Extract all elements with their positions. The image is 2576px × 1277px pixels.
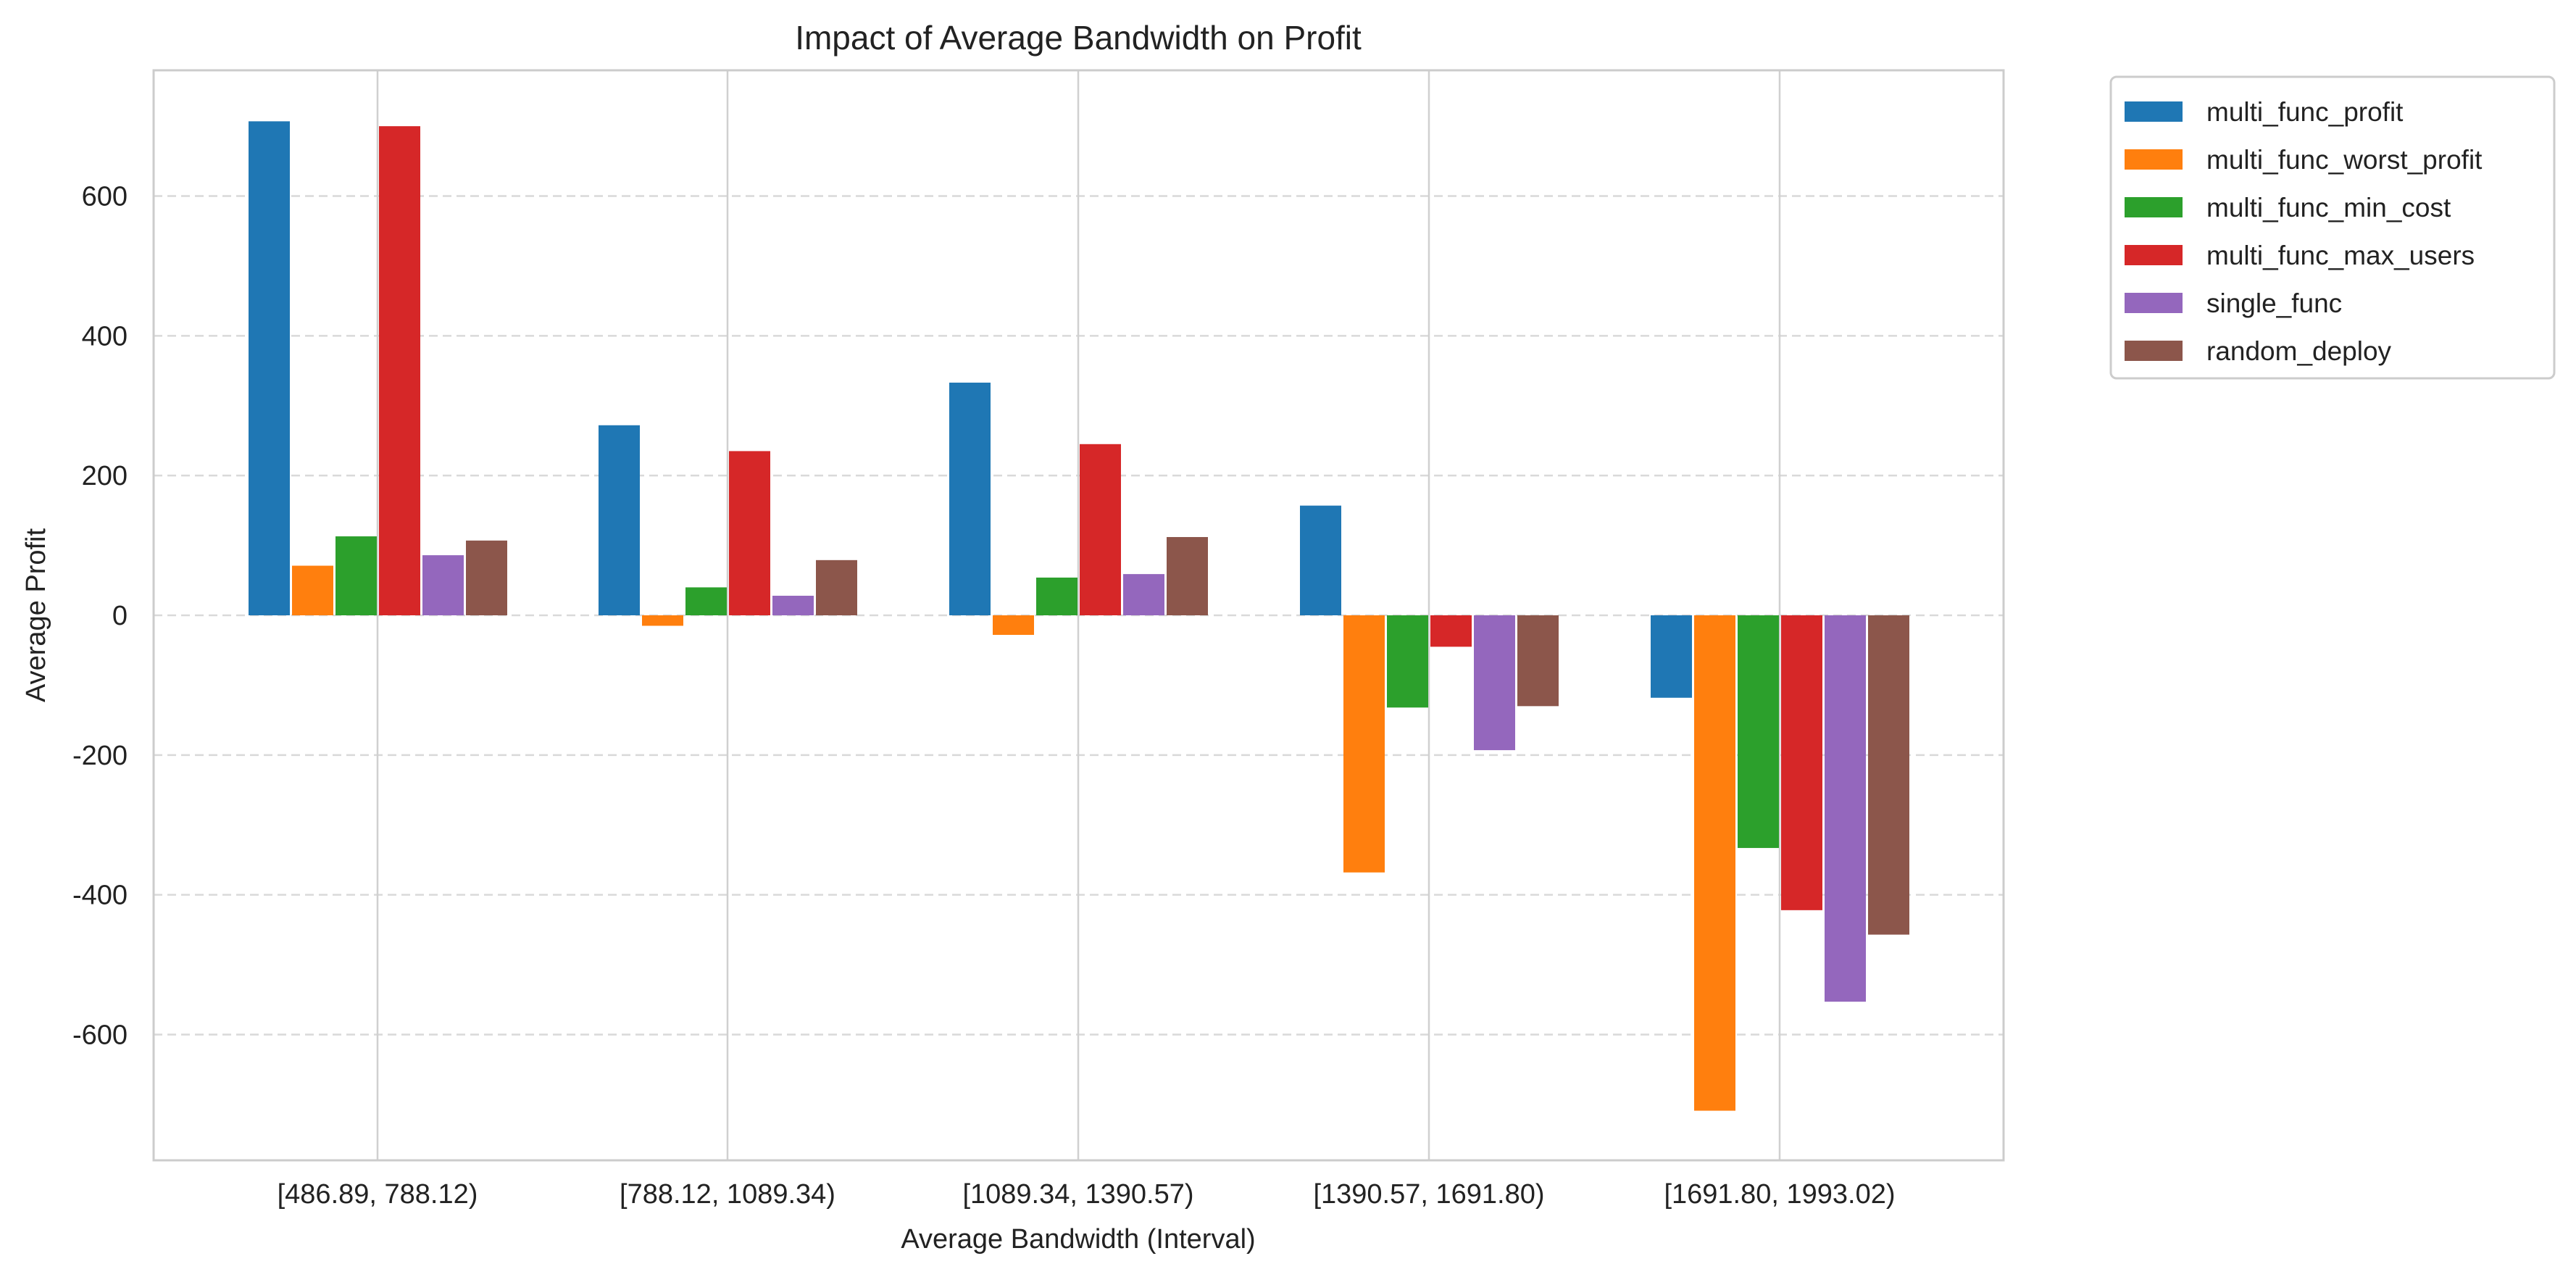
bar-multi_func_worst_profit-1 xyxy=(642,615,683,626)
bar-multi_func_max_users-1 xyxy=(729,451,770,615)
x-tick-labels: [486.89, 788.12) [788.12, 1089.34) [1089.3… xyxy=(278,1179,1896,1210)
y-tick-label: -400 xyxy=(72,881,128,911)
bars xyxy=(249,121,1909,1111)
plot-frame xyxy=(152,69,2005,1162)
legend-swatch xyxy=(2125,341,2183,361)
y-tick-label: 400 xyxy=(82,321,128,352)
y-tick-label: 200 xyxy=(82,461,128,491)
bar-multi_func_min_cost-3 xyxy=(1387,615,1428,708)
bar-multi_func_max_users-2 xyxy=(1080,444,1121,615)
bar-single_func-0 xyxy=(422,555,464,615)
legend-label: single_func xyxy=(2206,288,2342,318)
legend-swatch xyxy=(2125,197,2183,217)
bar-multi_func_worst_profit-3 xyxy=(1343,615,1385,873)
legend-label: multi_func_min_cost xyxy=(2206,193,2451,222)
legend-label: multi_func_worst_profit xyxy=(2206,145,2483,175)
x-tick-label: [1089.34, 1390.57) xyxy=(962,1179,1193,1210)
bar-multi_func_worst_profit-4 xyxy=(1694,615,1735,1111)
x-tick-label: [1390.57, 1691.80) xyxy=(1313,1179,1544,1210)
x-tick-label: [486.89, 788.12) xyxy=(278,1179,478,1210)
chart-title: Impact of Average Bandwidth on Profit xyxy=(795,19,1362,57)
y-tick-labels: -600 -400 -200 0 200 400 600 xyxy=(72,182,128,1051)
bar-multi_func_worst_profit-0 xyxy=(292,565,333,615)
x-tick-label: [788.12, 1089.34) xyxy=(620,1179,835,1210)
x-tick-label: [1691.80, 1993.02) xyxy=(1664,1179,1895,1210)
x-axis-label: Average Bandwidth (Interval) xyxy=(901,1224,1255,1255)
bar-random_deploy-4 xyxy=(1868,615,1909,935)
bar-single_func-4 xyxy=(1825,615,1866,1002)
bar-multi_func_min_cost-2 xyxy=(1036,577,1077,615)
bar-single_func-3 xyxy=(1474,615,1515,751)
y-tick-label: -200 xyxy=(72,741,128,771)
legend-swatch xyxy=(2125,245,2183,265)
bar-single_func-2 xyxy=(1123,574,1164,615)
bar-multi_func_profit-3 xyxy=(1300,505,1341,615)
y-tick-label: 0 xyxy=(112,601,128,631)
bar-random_deploy-0 xyxy=(466,540,507,615)
bar-single_func-1 xyxy=(772,596,814,615)
bar-multi_func_min_cost-1 xyxy=(685,587,727,615)
bar-multi_func_max_users-0 xyxy=(379,126,420,616)
legend-label: multi_func_max_users xyxy=(2206,241,2475,270)
bar-multi_func_profit-1 xyxy=(599,425,640,615)
bar-multi_func_max_users-3 xyxy=(1430,615,1472,647)
bar-multi_func_profit-0 xyxy=(249,121,290,615)
bar-random_deploy-1 xyxy=(816,560,857,615)
legend-label: multi_func_profit xyxy=(2206,97,2404,127)
bar-multi_func_max_users-4 xyxy=(1781,615,1822,910)
y-tick-label: -600 xyxy=(72,1020,128,1050)
legend: multi_func_profit multi_func_worst_profit… xyxy=(2109,75,2556,380)
bar-multi_func_profit-4 xyxy=(1651,615,1692,698)
bar-multi_func_profit-2 xyxy=(949,382,991,615)
legend-frame xyxy=(2109,75,2556,380)
legend-swatch xyxy=(2125,101,2183,122)
bar-random_deploy-2 xyxy=(1167,537,1208,615)
y-axis-label: Average Profit xyxy=(21,528,51,703)
legend-swatch xyxy=(2125,149,2183,170)
bar-random_deploy-3 xyxy=(1517,615,1559,707)
bar-multi_func_min_cost-0 xyxy=(335,536,377,615)
bar-multi_func_min_cost-4 xyxy=(1738,615,1779,849)
bar-multi_func_worst_profit-2 xyxy=(993,615,1034,635)
legend-swatch xyxy=(2125,293,2183,313)
legend-label: random_deploy xyxy=(2206,336,2392,366)
y-tick-label: 600 xyxy=(82,182,128,212)
